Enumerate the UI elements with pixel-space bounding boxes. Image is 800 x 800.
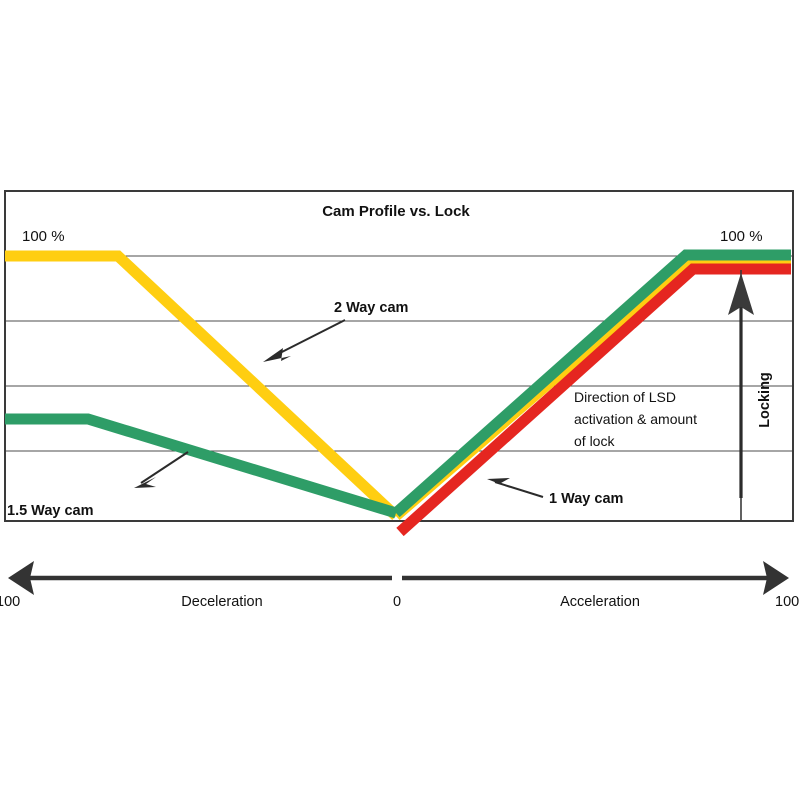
leader-line-2-way-cam	[271, 319, 346, 358]
right-percent-label: 100 %	[720, 228, 763, 245]
x-axis-right-tick-label: 100	[775, 594, 799, 610]
x-axis-left-tick-label: 100	[0, 594, 20, 610]
label-1-way-cam: 1 Way cam	[549, 491, 623, 507]
locking-arrow-head	[728, 273, 754, 315]
label-1-5-way-cam: 1.5 Way cam	[7, 503, 94, 519]
arrowhead-1-5-way-cam	[134, 477, 156, 488]
x-axis-deceleration-label: Deceleration	[181, 594, 262, 610]
leader-line-1-5-way-cam	[140, 451, 189, 484]
x-axis-center-tick-label: 0	[393, 594, 401, 610]
series-2-way-cam-deceleration	[5, 250, 400, 521]
x-axis-right-arrowhead	[763, 561, 789, 595]
plot-background	[5, 191, 793, 521]
arrowhead-2-way-cam	[263, 348, 291, 362]
arrowhead-1-way-cam	[487, 478, 510, 488]
x-axis-left-arrowhead	[8, 561, 34, 595]
locking-indicator: Locking	[728, 270, 773, 521]
note-line-2: activation & amount	[574, 411, 697, 427]
series-1-5-way-cam-acceleration	[392, 249, 791, 518]
annotation-2-way-cam: 2 Way cam	[263, 300, 408, 362]
annotation-1-way-cam: 1 Way cam	[487, 478, 623, 507]
left-percent-label: 100 %	[22, 228, 65, 245]
x-axis: 100 0 100 Deceleration Acceleration	[0, 561, 799, 610]
note-line-1: Direction of LSD	[574, 389, 676, 405]
gridlines	[5, 255, 793, 452]
annotation-1-5-way-cam: 1.5 Way cam	[7, 451, 189, 519]
lsd-direction-note: Direction of LSD activation & amount of …	[574, 389, 697, 449]
page-title: Cam Profile vs. Lock	[322, 203, 470, 220]
label-2-way-cam: 2 Way cam	[334, 300, 408, 316]
series-1-5-way-cam-deceleration	[5, 413, 398, 519]
locking-axis-label: Locking	[757, 372, 773, 428]
series-1-way-cam	[396, 263, 791, 537]
plot-border	[4, 190, 794, 522]
note-line-3: of lock	[574, 433, 615, 449]
x-axis-acceleration-label: Acceleration	[560, 594, 640, 610]
